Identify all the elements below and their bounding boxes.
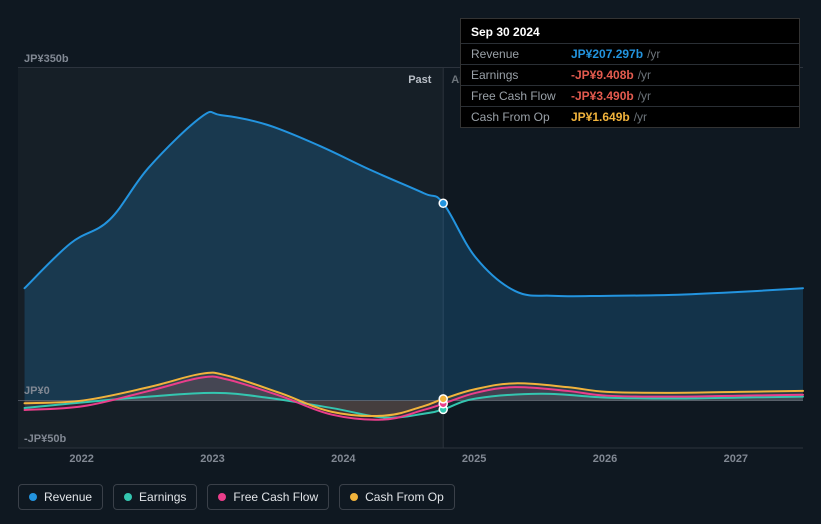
tooltip-row-unit: /yr bbox=[638, 68, 651, 82]
tooltip-row-label: Revenue bbox=[471, 47, 571, 61]
legend-item-label: Free Cash Flow bbox=[233, 490, 318, 504]
tooltip-row-value: -JP¥9.408b bbox=[571, 68, 634, 82]
tooltip-date: Sep 30 2024 bbox=[461, 19, 799, 43]
y-axis-label: JP¥350b bbox=[24, 53, 69, 65]
x-axis-label: 2024 bbox=[331, 453, 355, 465]
tooltip-row: Earnings-JP¥9.408b/yr bbox=[461, 64, 799, 85]
tooltip-row-value: JP¥207.297b bbox=[571, 47, 643, 61]
legend-dot-icon bbox=[350, 493, 358, 501]
tooltip-row-label: Cash From Op bbox=[471, 110, 571, 124]
tooltip-row-label: Earnings bbox=[471, 68, 571, 82]
legend-dot-icon bbox=[218, 493, 226, 501]
legend-item-label: Earnings bbox=[139, 490, 186, 504]
legend-dot-icon bbox=[29, 493, 37, 501]
x-axis-label: 2025 bbox=[462, 453, 486, 465]
tooltip-row-label: Free Cash Flow bbox=[471, 89, 571, 103]
tooltip-row-unit: /yr bbox=[638, 89, 651, 103]
tooltip-row-unit: /yr bbox=[634, 110, 647, 124]
legend-item-label: Cash From Op bbox=[365, 490, 444, 504]
tooltip-row: Cash From OpJP¥1.649b/yr bbox=[461, 106, 799, 127]
x-axis-label: 2023 bbox=[200, 453, 224, 465]
legend-item[interactable]: Free Cash Flow bbox=[207, 484, 329, 510]
y-axis-label: -JP¥50b bbox=[24, 433, 66, 445]
chart-legend: Revenue Earnings Free Cash Flow Cash From O… bbox=[18, 484, 455, 510]
legend-item[interactable]: Revenue bbox=[18, 484, 103, 510]
financials-chart: JP¥350b JP¥0 -JP¥50b 2022 2023 2024 2025 2026 2… bbox=[0, 0, 821, 524]
x-axis-label: 2027 bbox=[724, 453, 748, 465]
chart-tooltip: Sep 30 2024 RevenueJP¥207.297b/yrEarning… bbox=[460, 18, 800, 128]
tooltip-row-unit: /yr bbox=[647, 47, 660, 61]
tooltip-row-value: JP¥1.649b bbox=[571, 110, 630, 124]
legend-item-label: Revenue bbox=[44, 490, 92, 504]
x-axis-label: 2022 bbox=[69, 453, 93, 465]
legend-item[interactable]: Cash From Op bbox=[339, 484, 455, 510]
legend-dot-icon bbox=[124, 493, 132, 501]
tooltip-row: RevenueJP¥207.297b/yr bbox=[461, 43, 799, 64]
past-region-label: Past bbox=[408, 74, 431, 86]
legend-item[interactable]: Earnings bbox=[113, 484, 197, 510]
tooltip-row: Free Cash Flow-JP¥3.490b/yr bbox=[461, 85, 799, 106]
tooltip-row-value: -JP¥3.490b bbox=[571, 89, 634, 103]
x-axis-label: 2026 bbox=[593, 453, 617, 465]
y-axis-label: JP¥0 bbox=[24, 385, 50, 397]
